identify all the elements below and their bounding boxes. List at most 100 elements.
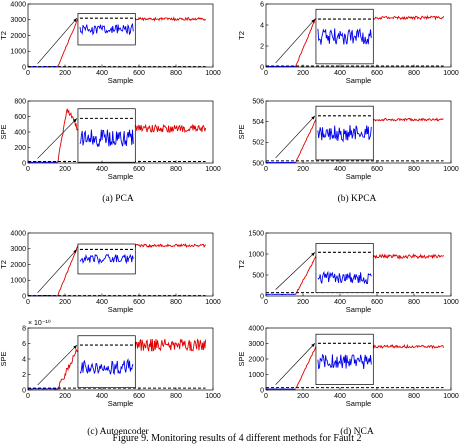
panel-c-upper-xtick-label: 800 [170, 299, 182, 306]
panel-b-upper-ytick-label: 2 [260, 43, 264, 50]
panel-d-upper-ytick-label: 1500 [248, 230, 264, 237]
panel-b-lower-ytick-label: 502 [252, 140, 264, 147]
panel-d-lower-xtick-label: 0 [264, 393, 268, 400]
panel-d-lower-ytick-label: 1000 [248, 372, 264, 379]
panel-d-upper-ytick-label: 1000 [248, 251, 264, 258]
panel-c-upper-zoom-inset [37, 243, 136, 293]
panel-a-upper-ytick-label: 2000 [10, 33, 26, 40]
panel-a-lower-xtick-label: 400 [96, 166, 108, 173]
panel-d-upper-ytick-label: 500 [252, 272, 264, 279]
panel-a-lower-xtick-label: 1000 [205, 166, 221, 173]
panel-a-upper-ytick-label: 1000 [10, 49, 26, 56]
panel-a-lower-ytick-label: 600 [14, 114, 26, 121]
panel-a-upper-ytick-label: 4000 [10, 1, 26, 8]
panel-a-lower-xtick-label: 0 [26, 166, 30, 173]
panel-c-upper-inset-series [79, 253, 134, 266]
panel-a-lower-zoom-inset [37, 108, 136, 163]
panel-d-upper-plot: 0 500 1000 1500 0 200 400 600 800 1000 Sample T2 [237, 230, 459, 314]
panel-b-upper-ylabel: T2 [237, 31, 246, 40]
panel-d-lower-xtick-label: 200 [297, 393, 309, 400]
panel-a-lower-xtick-label: 200 [59, 166, 71, 173]
panel-a-upper-xtick-label: 400 [96, 70, 108, 77]
panel-b-upper-ytick-label: 6 [260, 1, 264, 8]
panel-c-lower-pointer-arrowhead [73, 345, 77, 349]
panel-b-upper-xtick-label: 1000 [443, 70, 459, 77]
panel-b-upper-xtick-label: 0 [264, 70, 268, 77]
panel-a-upper-inset-series [79, 22, 134, 36]
panel-b-upper-ytick-label: 0 [260, 64, 264, 71]
panel-c-lower-ytick-label: 2 [22, 372, 26, 379]
panel-b-lower-inset-pointer [275, 115, 316, 159]
panel-c-lower-xtick-label: 200 [59, 393, 71, 400]
panel-d-lower-xtick-label: 800 [408, 393, 420, 400]
panel-a-upper-ytick-label: 3000 [10, 17, 26, 24]
panel-b-upper-plot: 0 2 4 6 0 200 400 600 800 1000 Sample T2 [237, 1, 459, 85]
panel-c-lower-ytick-label: 8 [22, 325, 26, 332]
panel-a-upper-ylabel: T2 [0, 31, 8, 40]
panel-b-lower-ytick-label: 500 [252, 160, 264, 167]
panel-c-upper-xtick-label: 1000 [205, 299, 221, 306]
panel-b-upper-xlabel: Sample [346, 76, 371, 85]
panel-d-upper-ylabel: T2 [237, 260, 246, 269]
panel-d: 0 500 1000 1500 0 200 400 600 800 1000 Sample T2 0 10… [237, 230, 459, 437]
panel-b-upper-zoom-inset [275, 8, 374, 65]
panel-b-lower-inset-series [317, 125, 372, 143]
panel-c-upper-ytick-label: 1000 [10, 278, 26, 285]
panel-b-lower-xtick-label: 600 [371, 166, 383, 173]
panel-c-upper-ytick-label: 4000 [10, 230, 26, 237]
panel-a-upper-plot: 0 1000 2000 3000 4000 0 200 400 600 800 1000 Sample… [0, 1, 221, 85]
panel-c-upper-xlabel: Sample [108, 305, 133, 314]
panel-d-upper-inset-pointer [275, 252, 316, 290]
panel-c-upper-xtick-label: 0 [26, 299, 30, 306]
panel-a-upper-pointer-arrowhead [73, 18, 77, 22]
panel-c-lower-xtick-label: 400 [96, 393, 108, 400]
panel-a-lower-inset-pointer [37, 118, 78, 159]
panel-b-lower-ytick-label: 506 [252, 98, 264, 105]
panel-c-lower-xtick-label: 1000 [205, 393, 221, 400]
panel-c-upper-ytick-label: 0 [22, 293, 26, 300]
panel-d-upper-xtick-label: 0 [264, 299, 268, 306]
panel-c-lower-inset-series [79, 358, 134, 376]
panel-b-lower-xlabel: Sample [346, 172, 371, 181]
panel-c-upper-ytick-label: 2000 [10, 262, 26, 269]
panel-d-lower-ytick-label: 0 [260, 387, 264, 394]
panel-a-lower-ytick-label: 0 [22, 160, 26, 167]
panel-a-upper-xlabel: Sample [108, 76, 133, 85]
panel-d-lower-xtick-label: 1000 [443, 393, 459, 400]
panel-d-upper-xlabel: Sample [346, 305, 371, 314]
panel-c-upper-ylabel: T2 [0, 260, 8, 269]
panel-a-upper-xtick-label: 600 [133, 70, 145, 77]
panel-c-lower-exponent-label: × 10⁻¹⁰ [28, 319, 51, 327]
panel-a-upper-xtick-label: 0 [26, 70, 30, 77]
panel-c-upper-pointer-arrowhead [73, 249, 77, 254]
panel-c-lower-ylabel: SPE [0, 351, 8, 366]
panel-d-lower-ylabel: SPE [237, 351, 246, 366]
panel-c-lower-xtick-label: 600 [133, 393, 145, 400]
panel-d-caption: (d) NCA [340, 426, 374, 437]
panel-a-lower-ytick-label: 200 [14, 145, 26, 152]
panel-b-lower-zoom-inset [275, 105, 374, 161]
panel-d-lower-pointer-arrowhead [311, 343, 315, 348]
panel-a-lower-plot: 0 200 400 600 800 0 200 400 600 800 1000 Sample SPE [0, 98, 221, 181]
panel-c-upper-xtick-label: 200 [59, 299, 71, 306]
panel-c-lower-plot: 0 2 4 6 8 0 200 400 600 800 1000 Sample SPE × 10⁻¹⁰ [0, 319, 221, 408]
panel-d-lower-inset-pointer [275, 343, 316, 385]
panel-b-upper-xtick-label: 800 [408, 70, 420, 77]
panel-d-upper-zoom-inset [275, 243, 374, 293]
panel-b-lower-ylabel: SPE [237, 124, 246, 139]
panel-c-caption: (c) Autoencoder [87, 426, 149, 437]
panel-d-lower-inset-series [317, 353, 372, 370]
panel-c-lower-xtick-label: 800 [170, 393, 182, 400]
panel-c-lower-xtick-label: 0 [26, 393, 30, 400]
panel-b-upper-inset-frame [315, 8, 374, 65]
panel-a-caption: (a) PCA [102, 193, 134, 204]
panel-b-upper-inset-series [317, 27, 372, 45]
panel-d-upper-xtick-label: 800 [408, 299, 420, 306]
panel-a-lower-inset-series [79, 129, 134, 148]
panel-b-lower-xtick-label: 1000 [443, 166, 459, 173]
panel-b-lower-pointer-arrowhead [311, 115, 315, 120]
panel-d-upper-xtick-label: 600 [371, 299, 383, 306]
